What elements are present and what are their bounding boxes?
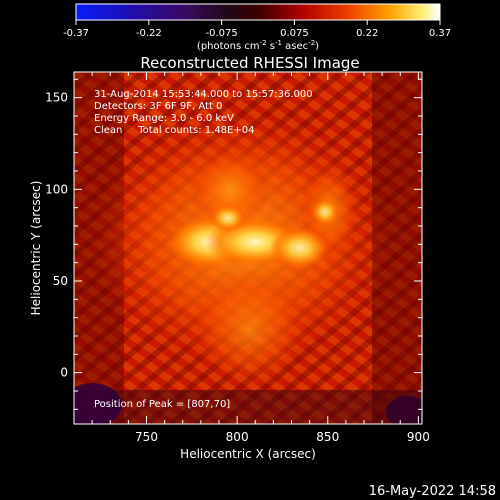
x-axis-label: Heliocentric X (arcsec)	[180, 447, 316, 461]
x-tick-label: 900	[407, 430, 430, 444]
x-axis: 750 800 850 900	[91, 72, 430, 444]
x-tick-label: 750	[135, 430, 158, 444]
y-tick-label: 50	[53, 274, 68, 288]
x-tick-label: 850	[316, 430, 339, 444]
colorbar-tick-label: -0.075	[205, 28, 237, 39]
x-tick-label: 800	[226, 430, 249, 444]
annotation-energy-range: Energy Range: 3.0 - 6.0 keV	[94, 113, 234, 124]
colorbar-tick-label: 0.22	[356, 28, 378, 39]
y-tick-label: 150	[45, 91, 68, 105]
colorbar-gradient	[75, 3, 441, 21]
annotation-detectors: Detectors: 3F 6F 9F, Att 0	[94, 101, 222, 112]
annotation-time-range: 31-Aug-2014 15:53:44.000 to 15:57:36.000	[94, 89, 313, 100]
footer-timestamp: 16-May-2022 14:58	[369, 484, 496, 499]
colorbar: -0.37 -0.22 -0.075 0.075 0.22 0.37 (photons c…	[63, 3, 451, 52]
heatmap-image	[74, 72, 422, 424]
colorbar-tick-label: 0.075	[280, 28, 309, 39]
annotations: 31-Aug-2014 15:53:44.000 to 15:57:36.000…	[94, 89, 313, 410]
y-axis-label: Heliocentric Y (arcsec)	[29, 181, 43, 316]
colorbar-units: (photons cm-2 s-1 asec-2)	[197, 39, 319, 52]
colorbar-ticks: -0.37 -0.22 -0.075 0.075 0.22 0.37	[63, 20, 451, 39]
colorbar-tick-label: -0.37	[63, 28, 89, 39]
y-tick-label: 100	[45, 182, 68, 196]
y-axis: 0 50 100 150	[45, 78, 422, 410]
plot-frame	[73, 71, 423, 425]
annotation-peak-position: Position of Peak = [807,70]	[94, 399, 230, 410]
colorbar-tick-label: -0.22	[136, 28, 162, 39]
annotation-method-counts: Clean Total counts: 1.48E+04	[94, 125, 254, 136]
y-tick-label: 0	[60, 366, 68, 380]
chart-title: Reconstructed RHESSI Image	[140, 54, 359, 72]
colorbar-tick-label: 0.37	[429, 28, 451, 39]
